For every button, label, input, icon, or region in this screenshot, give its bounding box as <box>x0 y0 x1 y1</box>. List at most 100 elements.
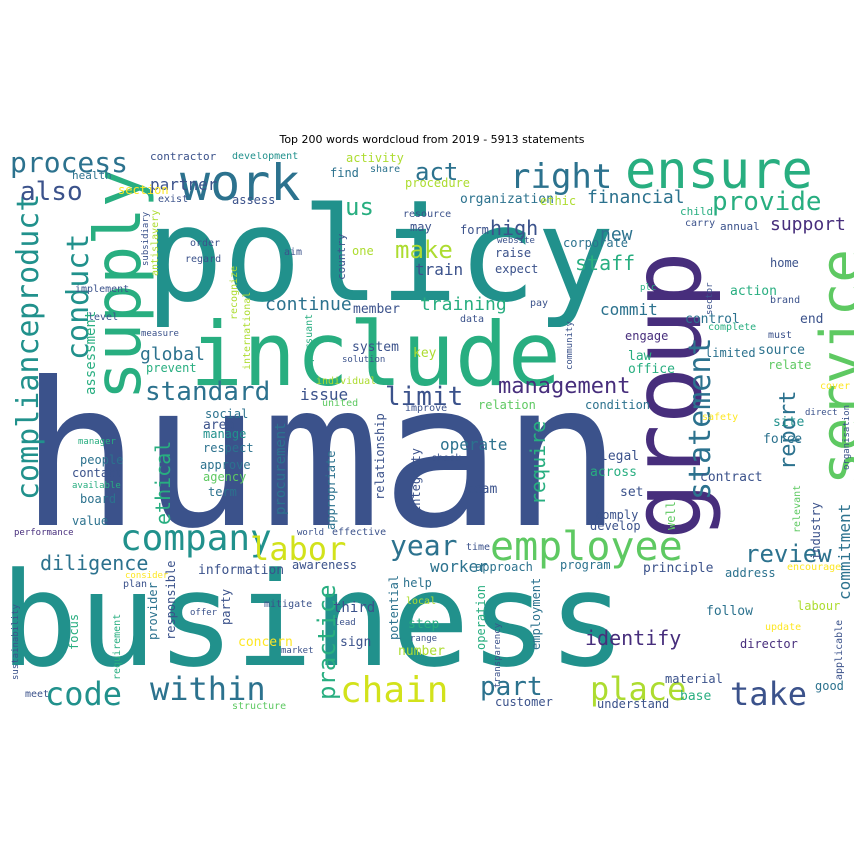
word-member: member <box>353 302 400 317</box>
word-potential: potential <box>387 575 401 640</box>
word-check: check <box>431 453 461 464</box>
word-source: source <box>758 343 805 358</box>
word-new: new <box>600 224 633 245</box>
word-antislavery: antislavery <box>150 210 161 276</box>
word-office: office <box>628 362 675 377</box>
word-data: data <box>460 314 484 325</box>
word-requirement: requirement <box>112 614 123 680</box>
word-end: end <box>800 312 823 327</box>
word-respect: respect <box>203 441 254 455</box>
word-approve: approve <box>200 458 251 472</box>
word-business: business <box>10 544 626 696</box>
word-policy: policy <box>145 179 615 331</box>
word-awareness: awareness <box>292 558 357 572</box>
word-contract: contract <box>700 470 763 485</box>
word-legal: legal <box>600 449 639 464</box>
word-continue: continue <box>265 294 352 315</box>
word-available: available <box>72 481 121 491</box>
word-process: process <box>10 152 128 179</box>
word-aim: aim <box>284 247 302 258</box>
word-agency: agency <box>203 470 246 484</box>
word-number: number <box>398 644 445 659</box>
word-direct: direct <box>805 408 838 418</box>
word-comply: comply <box>595 508 638 522</box>
word-offer: offer <box>190 608 218 618</box>
word-service: service <box>809 249 854 485</box>
word-website: website <box>497 236 535 246</box>
word-form: form <box>460 223 489 237</box>
word-procurement: procurement <box>273 422 289 515</box>
word-operate: operate <box>440 435 507 454</box>
word-make: make <box>395 236 453 264</box>
word-employee: employee <box>490 524 683 570</box>
word-concern: concern <box>238 635 293 650</box>
word-organization: organization <box>460 192 554 207</box>
word-training: training <box>420 294 507 315</box>
word-appropriate: appropriate <box>324 451 338 530</box>
word-organisation: organisation <box>842 405 852 470</box>
word-structure: structure <box>232 701 286 712</box>
word-consider: consider <box>125 571 169 581</box>
word-range: range <box>410 634 437 644</box>
word-order: order <box>190 238 220 249</box>
word-base: base <box>680 689 711 704</box>
word-child: child <box>680 205 713 218</box>
word-recognize: recognize <box>229 266 240 320</box>
word-issue: issue <box>300 385 348 404</box>
word-time: time <box>466 542 490 553</box>
word-across: across <box>590 465 637 480</box>
word-united: united <box>322 398 358 409</box>
word-conduct: conduct <box>61 234 96 360</box>
word-information: information <box>198 563 284 578</box>
word-human: human <box>20 340 622 573</box>
word-law: law <box>628 349 652 364</box>
word-manage: manage <box>203 427 246 441</box>
word-sign: sign <box>340 635 371 650</box>
word-share: share <box>370 164 400 175</box>
word-train: train <box>415 260 463 279</box>
word-term: term <box>208 485 237 499</box>
word-integrity: integrity <box>409 448 423 513</box>
word-global: global <box>140 344 205 365</box>
word-update: update <box>765 622 801 633</box>
word-resource: resource <box>403 209 451 220</box>
word-high: high <box>490 216 538 240</box>
word-contractor: contractor <box>150 152 217 163</box>
word-provide: provide <box>712 187 822 217</box>
word-place: place <box>590 670 686 708</box>
word-assess: assess <box>232 193 275 207</box>
word-implement: implement <box>75 284 129 295</box>
word-condition: condition <box>585 398 650 412</box>
word-subsidiary: subsidiary <box>141 211 151 266</box>
word-improve: improve <box>405 403 447 414</box>
wordcloud-canvas: human business policy include group service su… <box>10 152 854 712</box>
word-site: site <box>773 415 804 430</box>
word-local: local <box>406 596 436 607</box>
word-labour: labour <box>797 599 840 613</box>
word-sustainability: sustainability <box>11 604 21 680</box>
word-prevent: prevent <box>146 361 197 375</box>
word-regard: regard <box>185 254 221 265</box>
word-work: work <box>180 154 300 212</box>
word-provider: provider <box>146 582 160 640</box>
word-must: must <box>768 330 792 341</box>
word-labor: labor <box>250 530 346 568</box>
word-lead: lead <box>334 618 356 628</box>
word-product: product <box>11 194 46 320</box>
word-responsible: responsible <box>164 561 178 640</box>
word-encourage: encourage <box>787 562 841 573</box>
word-plan: plan <box>123 579 147 590</box>
word-supply: supply <box>82 169 156 400</box>
word-value: value <box>72 514 108 528</box>
word-country: country <box>335 233 348 280</box>
word-within: within <box>150 670 266 708</box>
word-sector: sector <box>705 282 715 315</box>
word-exist: exist <box>158 194 188 205</box>
word-individual: individual <box>316 376 376 387</box>
word-standard: standard <box>145 377 270 407</box>
word-limit: limit <box>385 382 463 412</box>
word-section: section <box>118 183 169 197</box>
word-require: require <box>526 421 550 505</box>
word-level: level <box>88 312 118 323</box>
